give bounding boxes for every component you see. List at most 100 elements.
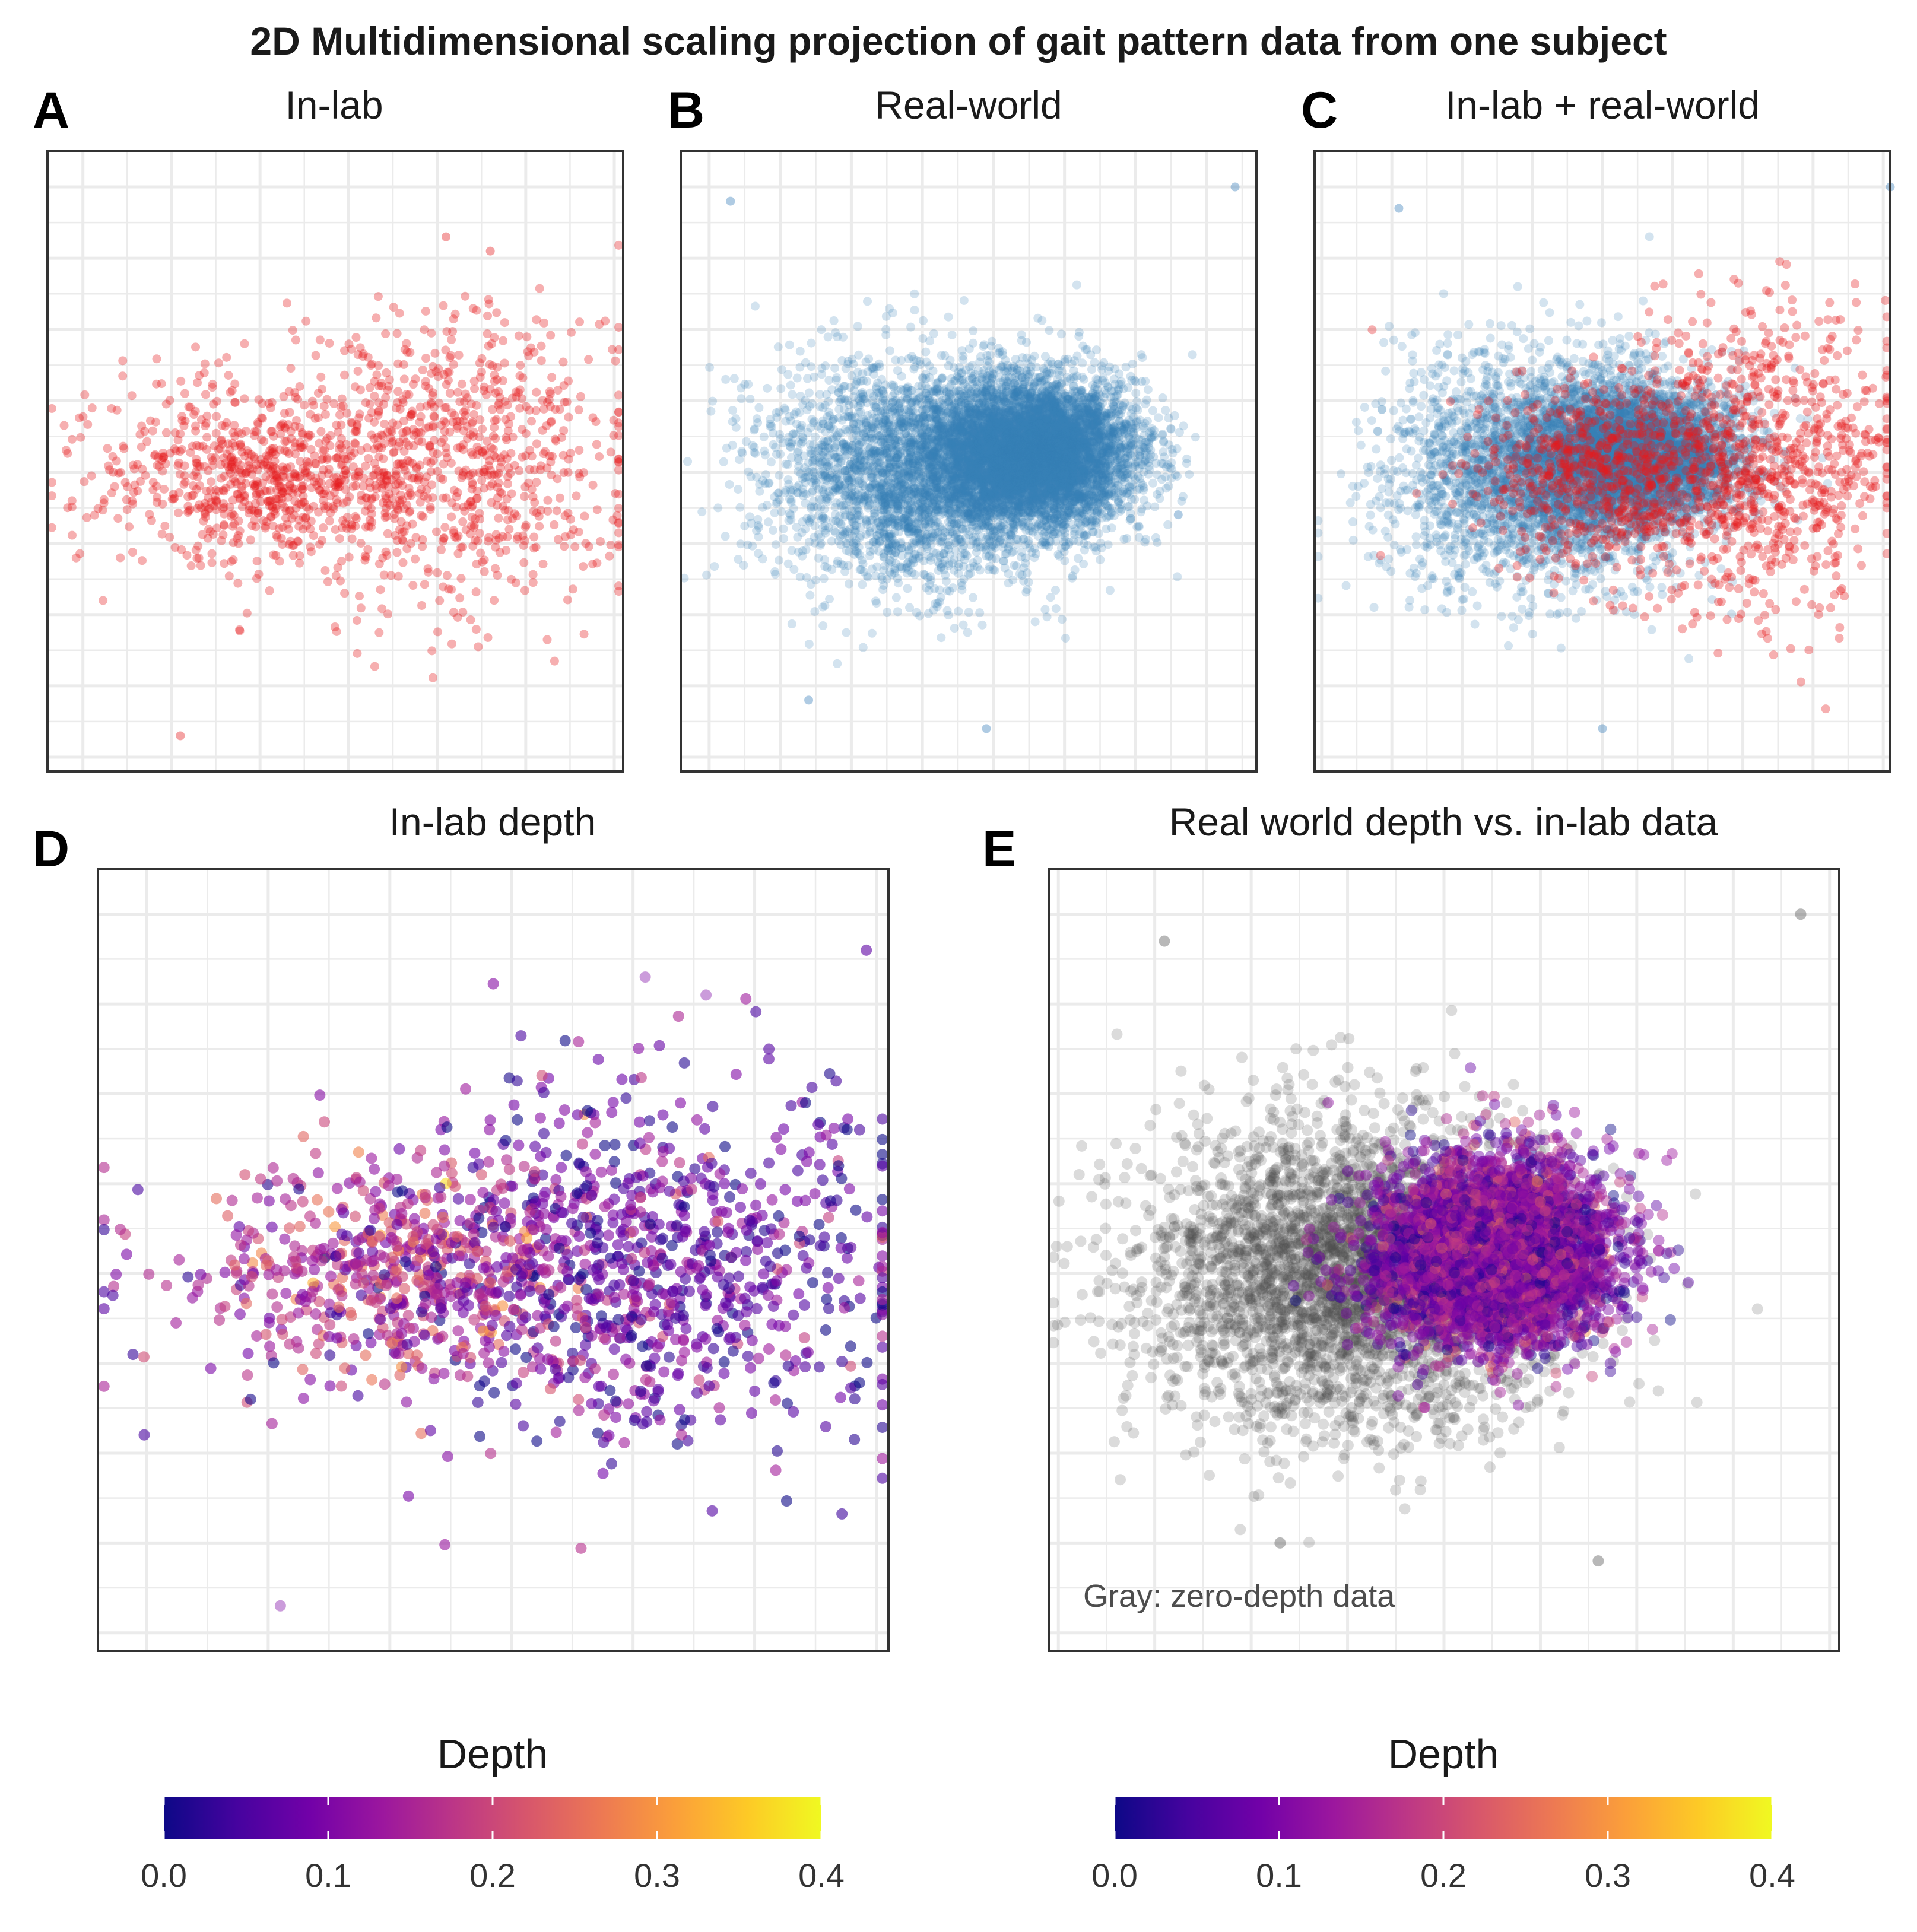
data-point <box>488 361 497 371</box>
data-point <box>421 423 431 433</box>
data-point <box>316 372 326 382</box>
data-point <box>332 495 341 504</box>
data-point <box>503 472 513 481</box>
data-point <box>1046 593 1055 602</box>
data-point <box>352 427 361 436</box>
data-point <box>237 482 246 491</box>
data-point <box>351 481 361 491</box>
data-point <box>801 545 811 555</box>
data-point <box>1188 350 1197 360</box>
data-point <box>407 410 416 420</box>
data-point <box>287 434 296 443</box>
data-point <box>226 453 236 463</box>
data-point <box>337 460 346 470</box>
data-point <box>372 313 381 323</box>
data-point <box>408 581 418 590</box>
data-point <box>423 564 433 574</box>
data-point <box>374 406 383 415</box>
data-point <box>221 459 230 468</box>
data-point <box>374 398 383 408</box>
data-point <box>211 485 221 495</box>
data-point <box>420 580 429 589</box>
data-point <box>453 443 462 453</box>
data-point <box>252 489 262 498</box>
data-point <box>186 448 195 457</box>
data-point <box>122 505 132 514</box>
data-point <box>274 523 284 533</box>
data-point <box>499 501 508 511</box>
data-point <box>469 431 478 441</box>
data-point <box>87 403 97 413</box>
data-point <box>393 571 403 581</box>
data-point <box>347 534 357 544</box>
data-point <box>422 472 431 482</box>
data-point <box>453 549 463 558</box>
data-point <box>367 509 376 519</box>
data-point <box>469 427 478 437</box>
data-point <box>584 355 593 364</box>
data-point <box>228 474 238 484</box>
data-point <box>471 587 481 597</box>
data-point <box>520 482 530 492</box>
data-point <box>152 379 161 389</box>
data-point <box>347 345 356 354</box>
data-point <box>299 498 309 507</box>
data-point <box>209 399 218 409</box>
data-point <box>614 540 624 549</box>
data-point <box>494 533 504 543</box>
data-point <box>428 391 437 401</box>
data-point <box>721 532 730 541</box>
data-point <box>424 567 433 577</box>
data-point <box>352 616 361 625</box>
data-point <box>1050 586 1060 595</box>
data-point <box>311 351 320 360</box>
panel-b-plot <box>680 150 1258 773</box>
data-point <box>286 364 296 373</box>
data-point <box>114 468 123 478</box>
data-point <box>180 471 189 481</box>
data-point <box>596 537 605 546</box>
data-point <box>484 299 494 309</box>
data-point <box>409 430 418 440</box>
data-point <box>436 545 446 555</box>
data-point <box>237 447 247 457</box>
data-point <box>1017 547 1027 557</box>
data-point <box>494 513 503 523</box>
data-point <box>356 603 366 613</box>
data-point <box>281 423 290 433</box>
data-point <box>242 468 252 477</box>
data-point <box>595 452 604 462</box>
data-point <box>421 381 430 390</box>
data-point <box>192 378 202 387</box>
data-point <box>315 539 325 549</box>
data-point <box>254 395 264 405</box>
data-point <box>519 558 529 567</box>
data-point <box>372 370 382 380</box>
data-point <box>133 486 142 495</box>
data-point <box>466 399 476 409</box>
data-point <box>588 560 598 569</box>
data-point <box>434 398 444 408</box>
data-point <box>392 403 401 413</box>
data-point <box>858 580 867 589</box>
data-point <box>335 534 344 544</box>
data-point <box>260 486 269 495</box>
data-point <box>170 428 180 437</box>
data-point <box>418 512 428 522</box>
data-point <box>407 406 417 416</box>
data-point <box>362 443 372 453</box>
data-point <box>614 519 624 528</box>
data-point <box>265 475 275 484</box>
data-point <box>174 508 183 517</box>
data-point <box>491 530 501 539</box>
data-point <box>519 541 528 551</box>
data-point <box>441 418 450 427</box>
data-point <box>426 505 435 514</box>
data-point <box>219 520 228 529</box>
data-point <box>332 420 341 430</box>
data-point <box>385 500 395 510</box>
data-point <box>83 420 93 429</box>
data-point <box>449 360 458 369</box>
data-point <box>67 434 77 444</box>
data-point <box>439 582 448 592</box>
